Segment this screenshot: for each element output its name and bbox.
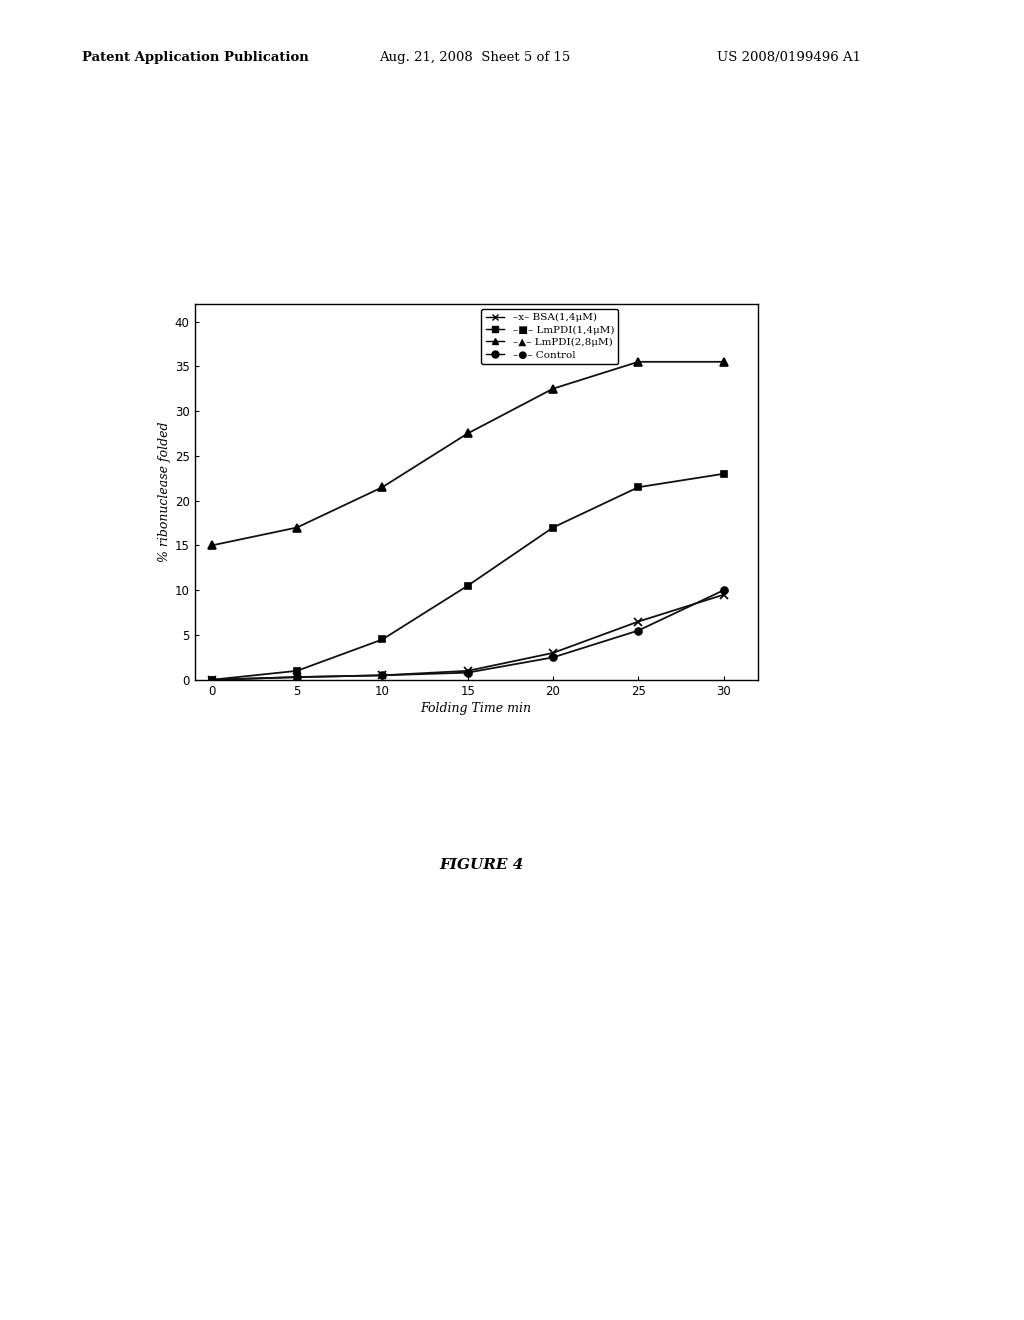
X-axis label: Folding Time min: Folding Time min [421, 702, 531, 715]
Text: Aug. 21, 2008  Sheet 5 of 15: Aug. 21, 2008 Sheet 5 of 15 [379, 50, 570, 63]
Text: Patent Application Publication: Patent Application Publication [82, 50, 308, 63]
Legend: –x– BSA(1,4μM), –■– LmPDI(1,4μM), –▲– LmPDI(2,8μM), –●– Control: –x– BSA(1,4μM), –■– LmPDI(1,4μM), –▲– Lm… [481, 309, 618, 364]
Text: US 2008/0199496 A1: US 2008/0199496 A1 [717, 50, 861, 63]
Y-axis label: % ribonuclease folded: % ribonuclease folded [158, 421, 171, 562]
Text: FIGURE 4: FIGURE 4 [439, 858, 523, 871]
